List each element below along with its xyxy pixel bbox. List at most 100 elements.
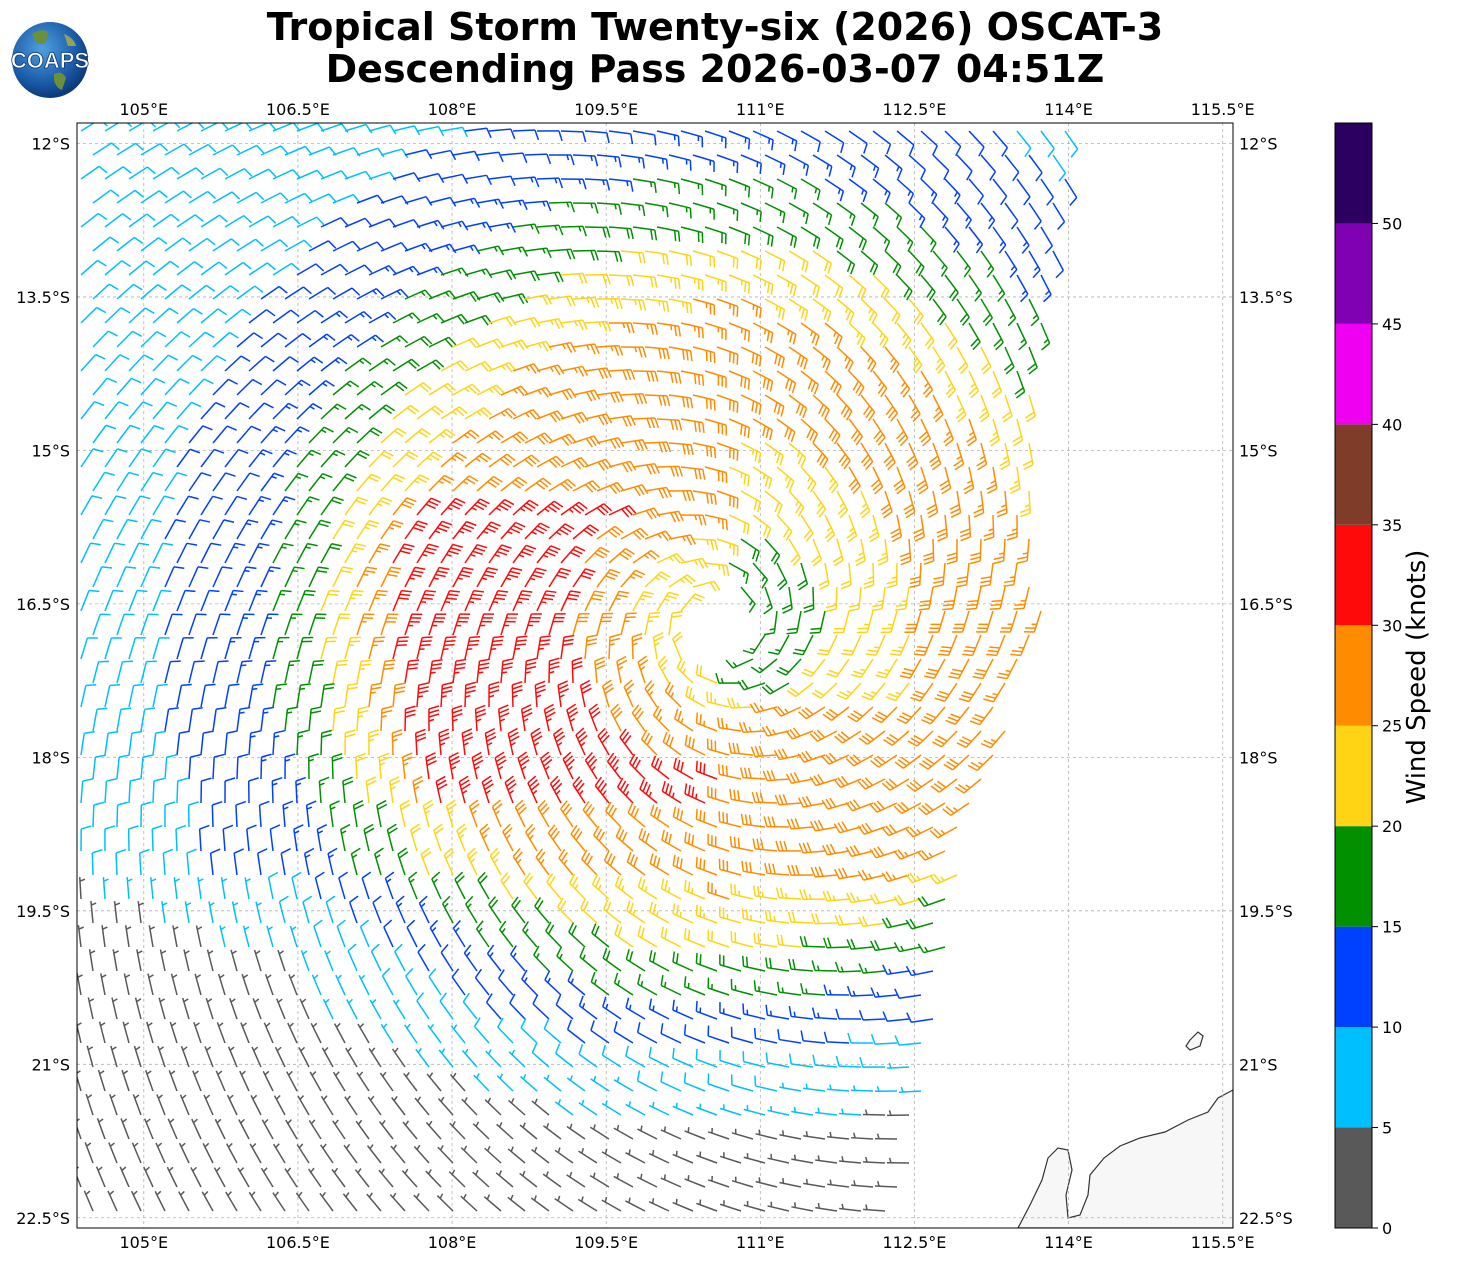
wind-barb — [536, 500, 564, 516]
wind-barb — [584, 590, 605, 612]
wind-barb — [920, 226, 937, 253]
wind-barb — [973, 490, 985, 518]
wind-barb — [648, 950, 670, 972]
wind-barb — [742, 1003, 766, 1020]
wind-barb — [776, 226, 798, 248]
wind-barb — [372, 895, 382, 924]
wind-barb — [152, 683, 168, 708]
wind-barb — [1009, 466, 1021, 494]
wind-barb — [572, 154, 599, 167]
wind-barb — [284, 753, 296, 780]
wind-barb — [584, 503, 613, 516]
wind-barb — [626, 851, 646, 876]
wind-barb — [272, 449, 297, 468]
wind-barb — [428, 566, 450, 588]
wind-barb — [414, 1096, 430, 1116]
wind-barb — [812, 394, 830, 420]
wind-barb — [1052, 202, 1066, 231]
wind-barb — [785, 772, 814, 785]
wind-barb — [992, 130, 1009, 157]
wind-barb — [91, 848, 103, 876]
wind-barb — [881, 823, 910, 837]
wind-barb — [416, 992, 430, 1020]
wind-barb — [986, 466, 998, 495]
wind-barb — [752, 322, 774, 344]
wind-barb — [832, 538, 844, 567]
wind-barb — [812, 298, 832, 323]
wind-barb — [308, 380, 335, 396]
wind-barb — [1064, 130, 1079, 158]
wind-barb — [752, 370, 774, 392]
wind-barb — [962, 634, 982, 657]
wind-barb — [625, 949, 646, 972]
wind-barb — [332, 613, 351, 636]
wind-barb — [799, 889, 826, 901]
wind-barb — [116, 330, 143, 348]
wind-barb — [92, 189, 120, 204]
wind-barb — [944, 322, 958, 350]
wind-barb — [181, 997, 190, 1020]
wind-barb — [560, 800, 574, 828]
wind-barb — [728, 514, 750, 535]
wind-barb — [788, 250, 809, 273]
wind-barb — [262, 1070, 274, 1092]
wind-barb — [716, 490, 739, 509]
wind-barb — [812, 490, 827, 518]
wind-barb — [554, 1147, 574, 1164]
wind-barb — [601, 1100, 622, 1116]
wind-barb — [307, 1167, 322, 1188]
wind-barb — [104, 589, 124, 612]
wind-barb — [680, 130, 704, 148]
wind-barb — [356, 147, 385, 158]
wind-barb — [164, 143, 193, 156]
wind-barb — [252, 998, 262, 1020]
wind-barb — [284, 1167, 298, 1188]
wind-barb — [870, 466, 884, 495]
wind-barb — [920, 706, 946, 725]
wind-barb — [176, 214, 204, 228]
wind-barb — [908, 202, 926, 228]
lon-tick-top: 114°E — [1044, 100, 1093, 119]
wind-barb — [767, 1153, 790, 1164]
wind-barb — [140, 377, 166, 396]
wind-barb — [792, 634, 814, 656]
wind-barb — [674, 708, 694, 732]
wind-barb — [416, 636, 433, 660]
wind-barb — [462, 992, 478, 1020]
wind-barb — [728, 370, 751, 390]
wind-barb — [284, 379, 311, 396]
wind-barb — [212, 191, 241, 204]
wind-barb — [296, 1143, 310, 1164]
wind-barb — [788, 154, 810, 176]
wind-barb — [809, 729, 838, 742]
wind-barb — [404, 474, 430, 492]
wind-barb — [992, 274, 1006, 303]
wind-barb — [920, 178, 938, 204]
wind-barb — [464, 590, 485, 612]
wind-barb — [811, 913, 838, 925]
wind-barb — [773, 706, 802, 717]
lat-tick-left: 13.5°S — [16, 288, 70, 307]
wind-barb — [546, 873, 562, 900]
wind-barb — [638, 828, 658, 852]
wind-barb — [999, 610, 1018, 633]
wind-barb — [863, 1204, 886, 1212]
wind-barb — [80, 353, 106, 372]
wind-barb — [527, 775, 540, 804]
wind-barb — [440, 944, 454, 972]
lon-tick-top: 112.5°E — [882, 100, 946, 119]
wind-barb — [617, 777, 634, 804]
wind-barb — [730, 1026, 754, 1044]
wind-barb — [870, 987, 898, 998]
wind-barb — [332, 519, 356, 540]
wind-barb — [143, 1166, 154, 1188]
wind-barb — [717, 763, 742, 780]
wind-barb — [680, 514, 707, 526]
wind-barb — [684, 1127, 706, 1140]
wind-barb — [608, 274, 635, 287]
wind-barb — [815, 1107, 838, 1116]
wind-barb — [776, 322, 797, 345]
wind-barb — [885, 682, 910, 702]
wind-barb — [991, 370, 1003, 399]
wind-barb — [415, 1047, 430, 1068]
